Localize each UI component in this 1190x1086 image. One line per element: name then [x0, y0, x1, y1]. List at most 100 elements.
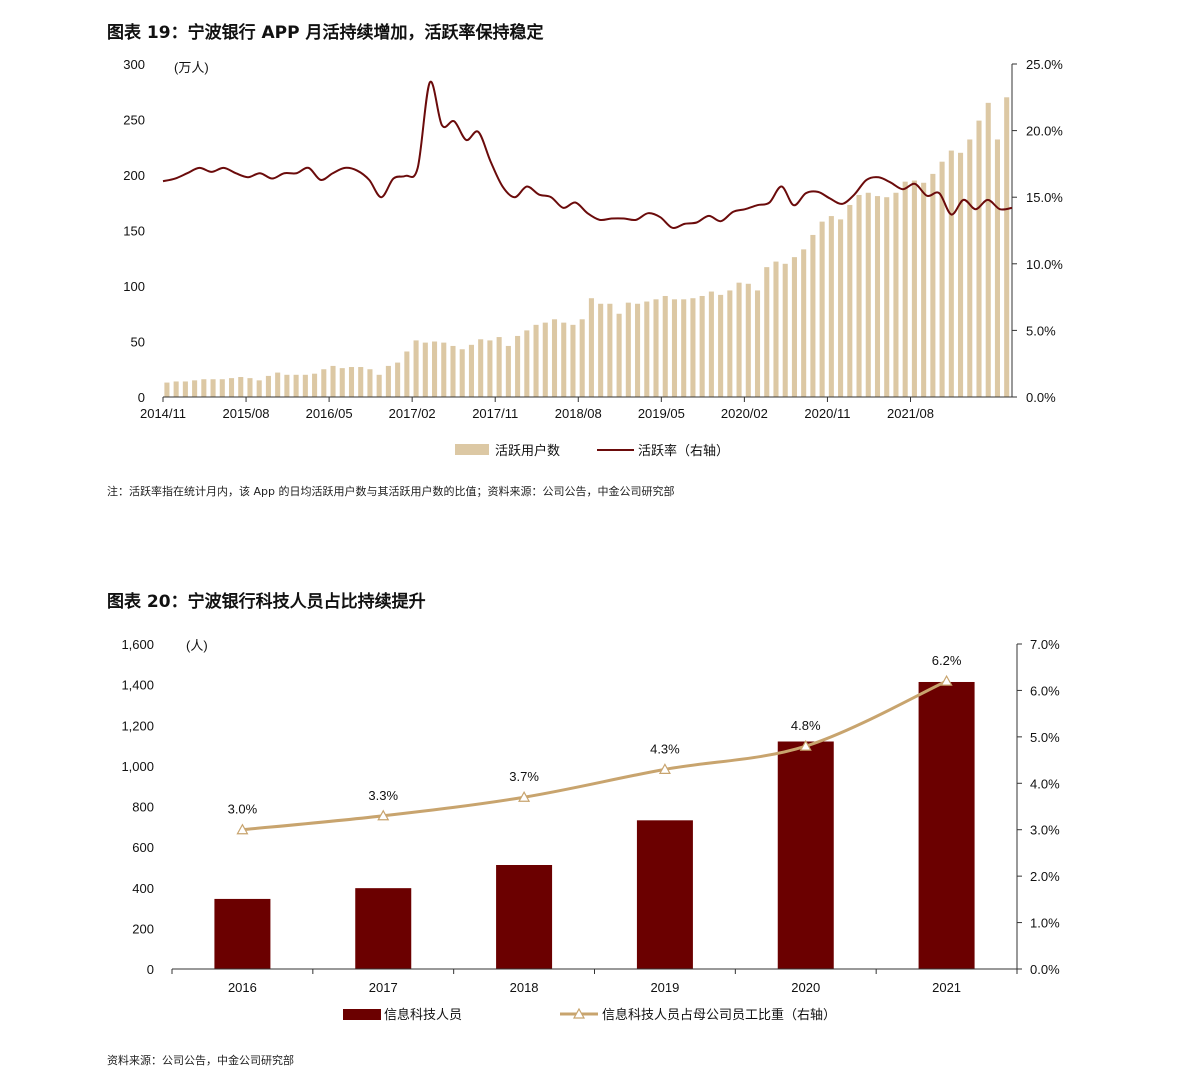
triangle-marker — [940, 674, 953, 686]
bar-active-users — [459, 349, 465, 397]
bar-active-users — [801, 249, 807, 397]
figure-19-note: 注：活跃率指在统计月内，该 App 的日均活跃用户数与其活跃用户数的比值；资料来… — [107, 485, 675, 498]
bar-active-users — [367, 369, 373, 397]
legend-bar-swatch — [343, 1009, 381, 1020]
bar-active-users — [247, 378, 253, 397]
bar-active-users — [219, 379, 225, 397]
legend-line-label: 信息科技人员占母公司员工比重（右轴） — [602, 1007, 836, 1022]
triangle-marker — [658, 763, 671, 774]
bar-active-users — [736, 282, 742, 397]
bar-active-users — [275, 372, 281, 397]
x-tick-label: 2018 — [510, 980, 539, 995]
y2-tick-label: 2.0% — [1030, 869, 1060, 884]
data-label: 4.8% — [791, 718, 821, 733]
y-axis-unit: (人) — [186, 638, 208, 653]
bar-active-users — [607, 303, 613, 397]
x-tick-label: 2021 — [932, 980, 961, 995]
bar-active-users — [791, 257, 797, 397]
bar-active-users — [293, 374, 299, 397]
x-tick-label: 2017/11 — [472, 406, 518, 421]
bar-active-users — [782, 263, 788, 397]
bar-active-users — [828, 216, 834, 397]
y-tick-label: 50 — [131, 335, 145, 350]
data-label: 3.7% — [509, 769, 539, 784]
y-tick-label: 250 — [123, 113, 145, 128]
y-tick-label: 1,600 — [121, 637, 154, 652]
bar-active-users — [182, 381, 188, 397]
x-tick-label: 2017/02 — [389, 406, 436, 421]
bar-active-users — [339, 368, 345, 397]
bar-active-users — [496, 337, 502, 397]
bar-active-users — [542, 322, 548, 397]
bar-active-users — [948, 150, 954, 397]
bar-active-users — [210, 379, 216, 397]
line-active-rate — [162, 80, 1013, 230]
bar-active-users — [745, 283, 751, 397]
bar-active-users — [551, 319, 558, 397]
bar-active-users — [985, 102, 991, 397]
tech-staff-chart: 0 200 400 600 800 1,000 1,200 1,400 1,600 0.0% 1.0… — [121, 637, 1060, 1022]
bar-active-users — [385, 365, 391, 397]
y2-tick-label: 5.0% — [1030, 730, 1060, 745]
y2-tick-label: 6.0% — [1030, 683, 1060, 698]
data-label: 3.0% — [228, 802, 258, 817]
x-tick-label: 2020/11 — [804, 406, 850, 421]
bar-active-users — [284, 374, 290, 397]
bar-tech-staff — [496, 865, 553, 969]
x-tick-label: 2019 — [650, 980, 679, 995]
bar-active-users — [681, 299, 687, 397]
line-tech-share — [242, 679, 948, 832]
bar-active-users — [265, 375, 271, 397]
bar-active-users — [358, 367, 364, 397]
x-tick-label: 2015/08 — [223, 406, 270, 421]
y-tick-label: 800 — [132, 800, 154, 815]
y2-tick-label: 10.0% — [1026, 257, 1063, 272]
x-tick-label: 2019/05 — [638, 406, 685, 421]
x-tick-label: 2018/08 — [555, 406, 602, 421]
bar-active-users — [718, 294, 724, 397]
bar-active-users — [164, 382, 170, 397]
bar-active-users — [690, 298, 696, 397]
y-axis-unit: (万人) — [174, 60, 209, 75]
bar-active-users — [976, 120, 982, 398]
bar-active-users — [588, 298, 594, 397]
bar-active-users — [312, 373, 318, 397]
bar-active-users — [773, 261, 779, 397]
y-tick-label: 200 — [132, 921, 154, 936]
bar-active-users — [967, 139, 973, 397]
bar-active-users — [810, 234, 816, 397]
bar-active-users — [653, 299, 659, 397]
x-tick-label: 2016 — [228, 980, 257, 995]
y2-tick-label: 3.0% — [1030, 823, 1060, 838]
bar-tech-staff — [214, 898, 271, 969]
triangle-marker — [799, 739, 812, 751]
y-tick-label: 1,200 — [121, 718, 154, 733]
bar-active-users — [432, 341, 438, 397]
y2-tick-label: 20.0% — [1026, 124, 1063, 139]
bar-active-users — [256, 380, 262, 397]
bar-active-users — [893, 192, 899, 397]
y-tick-label: 1,000 — [121, 759, 154, 774]
x-tick-label: 2017 — [369, 980, 398, 995]
data-label: 6.2% — [932, 653, 962, 668]
bar-active-users — [598, 303, 604, 397]
bar-active-users — [376, 374, 382, 397]
legend-line-label: 活跃率（右轴） — [638, 443, 729, 458]
y2-tick-label: 15.0% — [1026, 190, 1063, 205]
bar-active-users — [764, 267, 770, 397]
bar-active-users — [625, 302, 631, 397]
bar-active-users — [699, 295, 705, 397]
bar-active-users — [404, 351, 410, 397]
x-tick-label: 2020 — [791, 980, 820, 995]
y-tick-label: 0 — [138, 390, 145, 405]
bar-active-users — [635, 303, 641, 397]
bar-active-users — [570, 324, 576, 397]
active-users-chart: 0 50 100 150 200 250 300 0.0% 5.0% 10.0% 15.0% 20.0… — [123, 57, 1063, 458]
bar-active-users — [192, 380, 198, 397]
y2-tick-label: 7.0% — [1030, 637, 1060, 652]
bar-active-users — [579, 319, 585, 397]
y2-tick-label: 0.0% — [1026, 390, 1056, 405]
bar-active-users — [524, 330, 530, 397]
bar-active-users — [201, 379, 207, 397]
y-tick-label: 400 — [132, 881, 154, 896]
